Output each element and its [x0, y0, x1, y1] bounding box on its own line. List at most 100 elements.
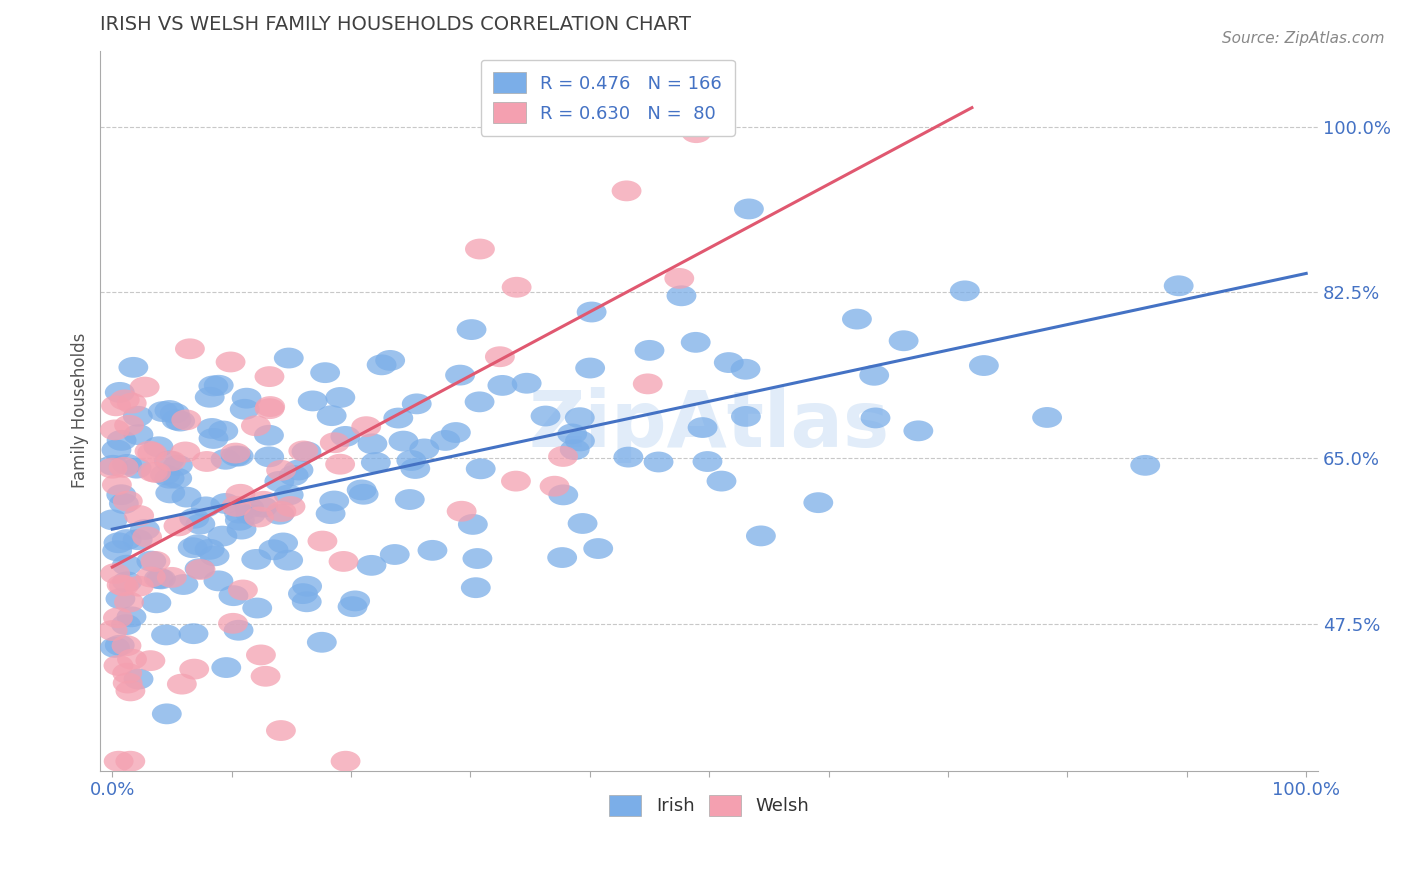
- Ellipse shape: [889, 330, 918, 351]
- Ellipse shape: [330, 426, 360, 447]
- Ellipse shape: [264, 504, 294, 524]
- Ellipse shape: [352, 417, 381, 437]
- Ellipse shape: [361, 452, 391, 473]
- Ellipse shape: [166, 410, 195, 432]
- Ellipse shape: [112, 663, 142, 683]
- Ellipse shape: [357, 434, 388, 454]
- Ellipse shape: [136, 566, 166, 588]
- Ellipse shape: [138, 461, 167, 482]
- Ellipse shape: [250, 665, 281, 687]
- Ellipse shape: [465, 238, 495, 260]
- Ellipse shape: [634, 340, 665, 360]
- Ellipse shape: [132, 526, 162, 548]
- Ellipse shape: [163, 516, 194, 536]
- Ellipse shape: [274, 484, 304, 506]
- Ellipse shape: [325, 387, 356, 408]
- Ellipse shape: [112, 555, 142, 575]
- Ellipse shape: [180, 508, 209, 529]
- Ellipse shape: [441, 422, 471, 443]
- Ellipse shape: [316, 503, 346, 524]
- Ellipse shape: [731, 406, 761, 426]
- Ellipse shape: [200, 545, 229, 566]
- Ellipse shape: [347, 480, 377, 500]
- Ellipse shape: [245, 507, 274, 527]
- Ellipse shape: [254, 446, 284, 467]
- Ellipse shape: [409, 439, 439, 459]
- Ellipse shape: [162, 409, 191, 430]
- Ellipse shape: [266, 460, 297, 481]
- Ellipse shape: [380, 544, 409, 565]
- Ellipse shape: [512, 373, 541, 393]
- Ellipse shape: [129, 376, 159, 398]
- Ellipse shape: [169, 574, 198, 595]
- Ellipse shape: [464, 392, 495, 412]
- Ellipse shape: [108, 575, 139, 597]
- Ellipse shape: [204, 571, 233, 591]
- Ellipse shape: [644, 451, 673, 473]
- Ellipse shape: [731, 359, 761, 380]
- Ellipse shape: [221, 446, 250, 467]
- Ellipse shape: [100, 637, 129, 657]
- Ellipse shape: [112, 529, 142, 550]
- Ellipse shape: [842, 309, 872, 329]
- Ellipse shape: [488, 375, 517, 396]
- Ellipse shape: [681, 332, 710, 352]
- Ellipse shape: [612, 180, 641, 202]
- Ellipse shape: [307, 632, 337, 653]
- Ellipse shape: [548, 446, 578, 467]
- Ellipse shape: [430, 430, 460, 450]
- Ellipse shape: [485, 346, 515, 368]
- Ellipse shape: [143, 436, 173, 458]
- Ellipse shape: [1164, 276, 1194, 296]
- Ellipse shape: [278, 465, 308, 486]
- Ellipse shape: [319, 433, 350, 453]
- Ellipse shape: [191, 451, 222, 472]
- Ellipse shape: [264, 471, 294, 491]
- Ellipse shape: [340, 591, 370, 611]
- Ellipse shape: [108, 493, 139, 514]
- Ellipse shape: [396, 450, 426, 471]
- Ellipse shape: [101, 395, 131, 417]
- Ellipse shape: [540, 475, 569, 497]
- Ellipse shape: [325, 454, 356, 475]
- Ellipse shape: [969, 355, 998, 376]
- Ellipse shape: [575, 358, 605, 378]
- Ellipse shape: [115, 751, 145, 772]
- Ellipse shape: [560, 439, 589, 460]
- Ellipse shape: [208, 421, 238, 442]
- Ellipse shape: [565, 408, 595, 428]
- Ellipse shape: [446, 365, 475, 385]
- Ellipse shape: [298, 391, 328, 411]
- Ellipse shape: [105, 635, 135, 656]
- Ellipse shape: [329, 551, 359, 572]
- Ellipse shape: [138, 442, 167, 463]
- Ellipse shape: [152, 704, 181, 724]
- Ellipse shape: [136, 550, 166, 572]
- Ellipse shape: [247, 497, 278, 517]
- Ellipse shape: [150, 624, 181, 645]
- Ellipse shape: [186, 514, 215, 534]
- Ellipse shape: [316, 405, 347, 426]
- Ellipse shape: [195, 387, 225, 408]
- Ellipse shape: [117, 392, 146, 414]
- Ellipse shape: [124, 669, 153, 690]
- Ellipse shape: [129, 519, 160, 540]
- Text: Source: ZipAtlas.com: Source: ZipAtlas.com: [1222, 31, 1385, 46]
- Ellipse shape: [1130, 455, 1160, 475]
- Ellipse shape: [232, 388, 262, 409]
- Ellipse shape: [714, 352, 744, 373]
- Ellipse shape: [221, 496, 252, 516]
- Ellipse shape: [682, 122, 711, 143]
- Ellipse shape: [211, 657, 242, 678]
- Ellipse shape: [224, 446, 253, 467]
- Ellipse shape: [142, 592, 172, 613]
- Ellipse shape: [114, 591, 143, 613]
- Ellipse shape: [194, 539, 225, 559]
- Ellipse shape: [111, 615, 141, 635]
- Ellipse shape: [179, 624, 208, 644]
- Ellipse shape: [860, 408, 890, 428]
- Ellipse shape: [367, 354, 396, 376]
- Ellipse shape: [401, 458, 430, 479]
- Ellipse shape: [155, 467, 184, 489]
- Ellipse shape: [112, 673, 142, 693]
